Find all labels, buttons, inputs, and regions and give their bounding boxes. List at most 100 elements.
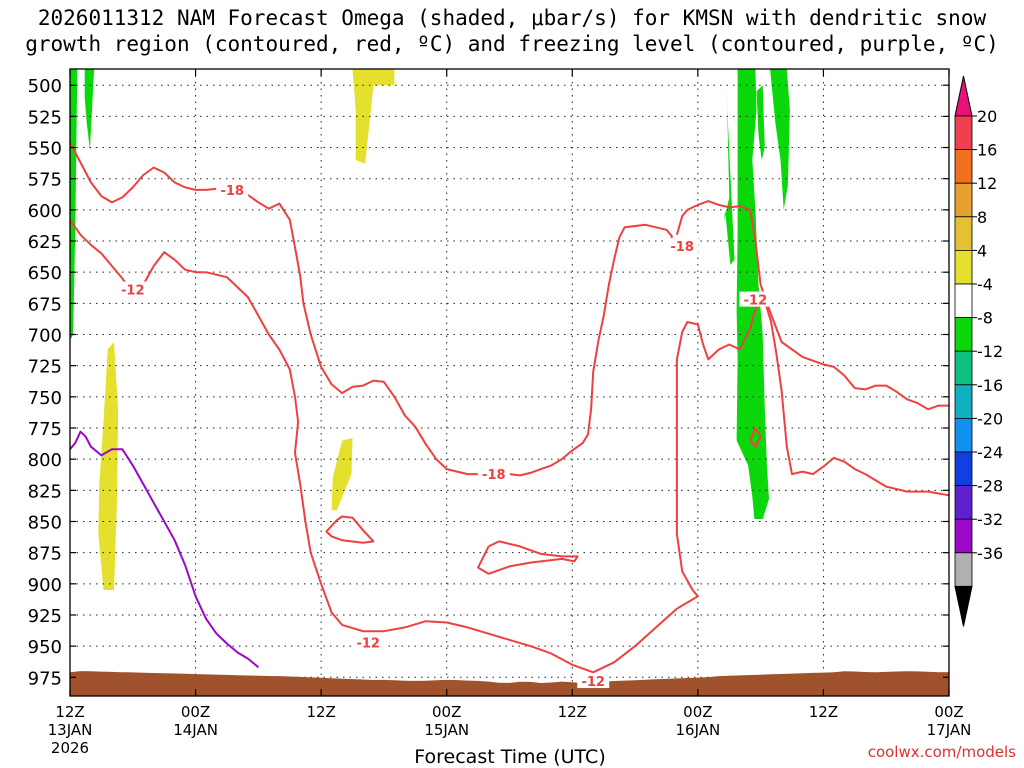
colorbar-swatch-12 [954,518,973,554]
axes-layer: 500 525 550 575 600 625 650 675 700 725 750 775 800 8… [28,68,972,757]
omega-shade-5 [724,85,735,265]
colorbar-swatch-5 [954,283,973,318]
contour-label-bg-2 [477,466,510,482]
colorbar-label-6: -8 [977,309,993,328]
y-tick-label-525: 525 [28,107,62,128]
y-tick-label-500: 500 [28,76,62,97]
omega-shade-1 [84,69,95,150]
credit-label: coolwx.com/models [868,743,1016,761]
contour-dgz--18-upper [69,142,673,477]
y-tick-label-550: 550 [28,139,62,160]
y-tick-label-825: 825 [28,481,62,502]
y-tick-label-925: 925 [28,606,62,627]
ground-terrain [70,671,949,696]
y-tick-label-700: 700 [28,326,62,347]
x-tick-date-0: 13JAN [48,721,93,739]
omega-shade-7 [756,85,765,160]
colorbar-swatch-6 [954,317,973,352]
colorbar-swatch-2 [954,182,973,218]
colorbar-swatch-4 [954,249,973,285]
chart-title-line-2: growth region (contoured, red, ºC) and f… [25,32,999,56]
colorbar-label-9: -20 [977,409,1003,428]
colorbar-swatch-11 [954,485,973,520]
colorbar-label-0: 20 [977,107,997,126]
omega-colorbar: 20 16 12 8 4 -4 -8 -12 -16 -20 -24 -28 -32 -36 [954,75,1003,627]
y-tick-label-850: 850 [28,512,62,533]
contour-label-5: -18 [670,240,694,255]
omega-shade-3 [98,342,119,590]
x-tick-date-60: 16JAN [675,721,720,739]
omega-shade-8 [770,69,790,210]
colorbar-swatch-9 [954,417,973,453]
y-tick-label-675: 675 [28,294,62,315]
x-tick-label-84: 00Z [934,703,963,721]
colorbar-label-7: -12 [977,342,1003,361]
contour-label-4: -12 [581,675,605,690]
colorbar-label-11: -28 [977,477,1003,496]
colorbar-label-10: -24 [977,443,1003,462]
y-tick-label-775: 775 [28,419,62,440]
grid-layer [69,69,950,696]
contour-label-2: -18 [482,468,506,483]
x-axis-title: Forecast Time (UTC) [414,746,605,768]
colorbar-swatch-10 [954,451,973,486]
y-tick-label-600: 600 [28,201,62,222]
x-tick-year-0: 2026 [51,739,89,757]
contour-label-bg-5 [666,238,699,254]
contour-label-1: -12 [121,284,145,299]
colorbar-bottom-arrow [954,585,973,627]
x-tick-label-12: 00Z [181,703,210,721]
x-tick-date-36: 15JAN [424,721,469,739]
colorbar-swatch-3 [954,216,973,251]
y-tick-label-875: 875 [28,544,62,565]
colorbar-swatch-13 [954,552,973,587]
x-tick-date-12: 14JAN [173,721,218,739]
y-tick-label-625: 625 [28,232,62,253]
colorbar-top-arrow [954,75,973,117]
colorbar-label-13: -36 [977,544,1003,563]
colorbar-label-8: -16 [977,376,1003,395]
chart-title-line-1: 2026011312 NAM Forecast Omega (shaded, μ… [37,6,987,30]
x-tick-label-36: 00Z [432,703,461,721]
y-tick-label-725: 725 [28,357,62,378]
contour-dgz--12-upper [69,219,129,287]
contour-label-bg-3 [352,634,385,650]
contour-label-layer: -18 -12 -18 -12 -12 -18 -12 [116,181,772,690]
omega-shade-4 [331,438,353,511]
contour-label-bg-0 [216,181,249,197]
x-tick-label-24: 12Z [306,703,335,721]
colorbar-swatch-7 [954,350,973,386]
colorbar-label-1: 16 [977,141,997,160]
y-tick-label-750: 750 [28,388,62,409]
colorbar-label-12: -32 [977,510,1003,529]
contour-freezing-level-0C [69,430,260,669]
y-tick-label-575: 575 [28,170,62,191]
contour-label-0: -18 [220,184,244,199]
colorbar-swatch-0 [954,115,973,150]
colorbar-label-3: 8 [977,208,987,227]
colorbar-label-4: 4 [977,241,987,260]
contour-label-bg-4 [577,673,610,689]
contour-label-3: -12 [356,636,380,651]
contour-label-bg-6 [739,291,772,307]
colorbar-swatch-8 [954,384,973,419]
omega-shade-2 [352,69,395,164]
y-tick-label-975: 975 [28,668,62,689]
contour-dgz--12-closed-small [325,515,375,544]
colorbar-swatch-1 [954,149,973,184]
omega-shade-0 [70,69,78,341]
ground-terrain-layer [70,671,949,696]
x-tick-label-48: 12Z [558,703,587,721]
x-tick-label-0: 12Z [55,703,84,721]
colorbar-label-2: 12 [977,174,997,193]
y-tick-label-950: 950 [28,637,62,658]
plot-frame [69,68,950,697]
contour-dgz--18-right [675,200,949,411]
contour-label-bg-1 [116,281,149,297]
contour-dgz--12-cont [142,251,950,674]
contour-label-6: -12 [744,294,768,309]
colorbar-label-5: -4 [977,275,993,294]
x-tick-date-84: 17JAN [927,721,972,739]
y-tick-label-900: 900 [28,575,62,596]
